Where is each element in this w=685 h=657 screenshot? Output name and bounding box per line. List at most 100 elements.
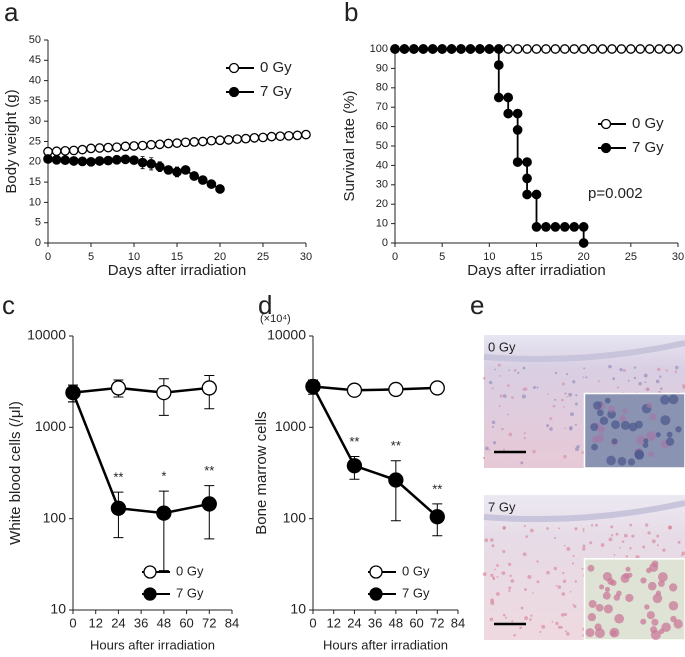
- data-point: [60, 145, 71, 156]
- x-tick-label: 0: [45, 251, 51, 263]
- cell: [595, 523, 598, 527]
- y-tick-label: 1000: [275, 418, 306, 434]
- data-point: [180, 137, 191, 148]
- data-point: [197, 175, 208, 185]
- x-tick-label: 24: [347, 615, 361, 630]
- data-point: [154, 161, 165, 172]
- x-tick-label: 48: [157, 615, 171, 630]
- data-point: [156, 384, 172, 401]
- y-axis-label: White blood cells (/μl): [7, 401, 24, 545]
- data-point: [154, 139, 165, 150]
- cell: [560, 613, 565, 617]
- data-point: [120, 141, 131, 152]
- cell: [499, 375, 502, 377]
- inset-cell: [599, 584, 605, 590]
- data-point: [51, 154, 62, 165]
- cell: [492, 441, 497, 445]
- inset-cell: [661, 622, 671, 632]
- data-point: [180, 165, 191, 175]
- cell: [633, 366, 637, 369]
- data-point: [68, 156, 79, 166]
- cell: [565, 630, 568, 633]
- cell: [532, 592, 534, 594]
- x-tick-label: 20: [214, 251, 226, 263]
- inset-cell: [606, 455, 616, 466]
- cell: [562, 406, 565, 408]
- legend-label: 7 Gy: [260, 83, 292, 100]
- panel-label: b: [344, 0, 358, 27]
- x-tick-label: 12: [88, 615, 102, 630]
- cell: [527, 574, 532, 579]
- cell: [541, 624, 546, 629]
- data-point: [388, 381, 404, 398]
- x-tick-label: 48: [389, 615, 403, 630]
- cell: [572, 603, 575, 607]
- error-bar: [204, 485, 215, 540]
- cell: [677, 540, 681, 544]
- inset-cell: [599, 416, 609, 425]
- panel-label: d: [258, 290, 272, 320]
- cell: [574, 423, 577, 426]
- y-tick-label: 50: [29, 34, 41, 46]
- inset-cell: [650, 630, 661, 640]
- data-point: [86, 143, 96, 154]
- cell: [496, 564, 499, 567]
- cell: [520, 606, 524, 610]
- cell: [563, 612, 568, 617]
- cell: [633, 376, 637, 380]
- y-tick-label: 100: [370, 43, 388, 55]
- cell: [501, 571, 506, 576]
- data-point: [588, 44, 598, 54]
- cell: [643, 373, 648, 378]
- data-point: [86, 156, 96, 167]
- cell: [644, 523, 649, 527]
- data-point: [493, 60, 504, 70]
- cell: [571, 562, 574, 565]
- cell: [675, 369, 677, 372]
- inset-cell: [602, 591, 611, 600]
- x-tick-label: 10: [483, 251, 495, 263]
- data-point: [346, 458, 363, 474]
- cell: [585, 376, 588, 379]
- data-point: [418, 44, 429, 54]
- data-point: [292, 130, 303, 141]
- x-tick-label: 72: [202, 615, 216, 630]
- cell: [615, 532, 619, 536]
- cell: [536, 386, 539, 389]
- y-tick-label: 10: [50, 601, 66, 617]
- cell: [645, 387, 650, 392]
- cell: [513, 368, 517, 372]
- cell: [553, 566, 558, 571]
- x-tick-label: 60: [179, 615, 193, 630]
- significance: **: [391, 438, 401, 453]
- cell: [561, 592, 566, 596]
- data-point: [429, 380, 445, 396]
- cell: [522, 552, 527, 557]
- inset-cell: [636, 435, 646, 446]
- data-point: [232, 134, 243, 144]
- inset-cell: [619, 415, 627, 423]
- cell: [625, 555, 629, 558]
- cell: [508, 562, 512, 567]
- data-point: [522, 44, 532, 54]
- data-point: [465, 44, 476, 54]
- x-tick-label: 15: [171, 251, 183, 263]
- x-tick-label: 30: [672, 251, 684, 263]
- cell: [674, 371, 677, 374]
- data-point: [146, 139, 157, 150]
- data-point: [103, 142, 114, 153]
- inset-cell: [666, 431, 673, 438]
- cell: [651, 539, 656, 544]
- cell: [568, 426, 573, 430]
- data-point: [129, 155, 139, 166]
- cell: [492, 425, 495, 429]
- cell: [566, 632, 570, 636]
- data-point: [163, 138, 174, 149]
- y-tick-label: 10: [290, 601, 306, 617]
- inset-cell: [646, 567, 652, 574]
- image-label: 7 Gy: [488, 499, 516, 514]
- cell: [502, 394, 507, 398]
- cell: [482, 377, 486, 380]
- y-tick-label: 35: [29, 95, 41, 107]
- inset-cell: [652, 593, 663, 604]
